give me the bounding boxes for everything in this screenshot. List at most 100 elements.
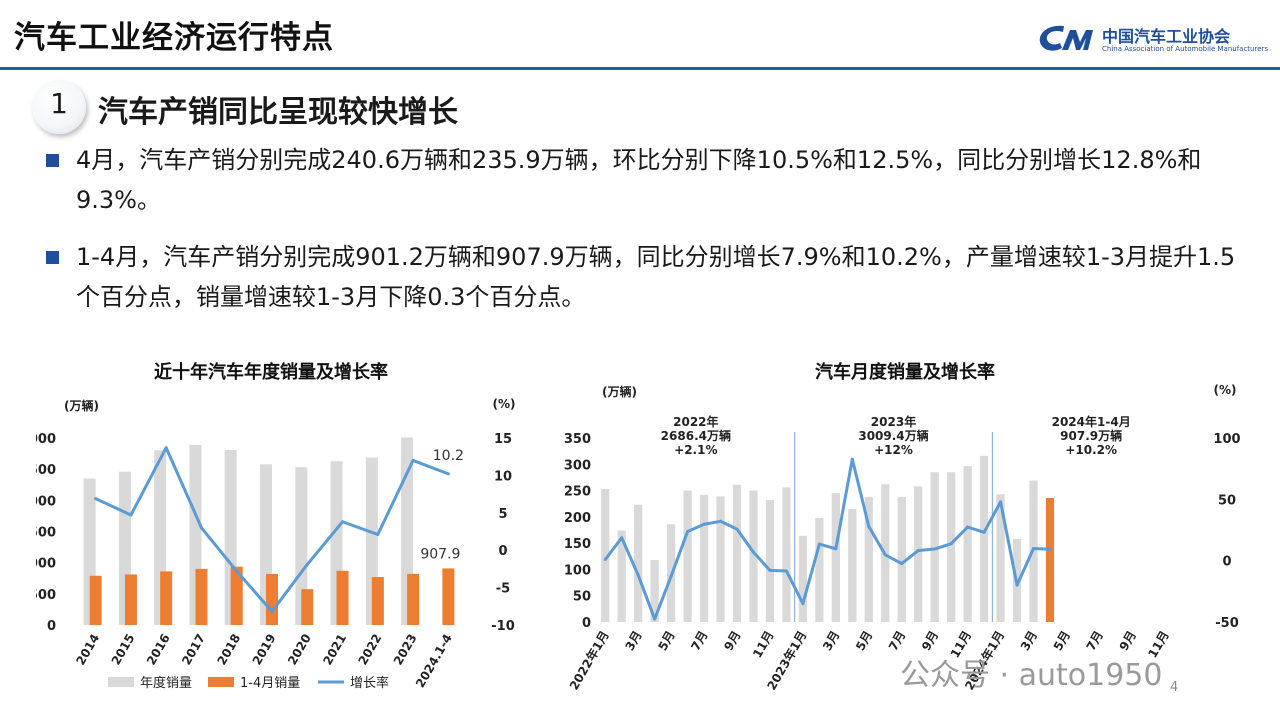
header-divider	[0, 67, 1280, 70]
section-number: 1	[50, 87, 68, 120]
monthly-sales-bar	[897, 496, 906, 622]
year-annotation-text: 2022年	[673, 414, 718, 429]
x-tick-label: 11月	[750, 629, 776, 661]
jan-apr-sales-bar	[266, 573, 278, 625]
jan-apr-sales-bar	[301, 589, 314, 625]
y-right-tick-label: -10	[491, 619, 515, 634]
monthly-growth-point	[883, 553, 887, 557]
monthly-growth-point	[999, 500, 1003, 504]
year-annotation-text: 2023年	[871, 414, 916, 429]
x-tick-label: 3月	[820, 629, 842, 654]
growth-rate-point	[94, 497, 98, 501]
monthly-sales-bar	[848, 508, 857, 622]
monthly-sales-bar	[634, 504, 643, 622]
monthly-growth-point	[653, 617, 657, 621]
chart-title: 近十年汽车年度销量及增长率	[154, 361, 388, 383]
monthly-growth-point	[719, 519, 723, 523]
page-number: 4	[1170, 680, 1179, 695]
legend-label: 增长率	[350, 675, 389, 691]
monthly-sales-bar	[947, 472, 956, 622]
y-left-tick-label: 200	[564, 511, 591, 526]
y-axis-right-label: (%)	[1214, 383, 1237, 397]
monthly-growth-point	[669, 574, 673, 578]
jan-apr-sales-bar	[89, 575, 102, 625]
year-annotation-text: 3009.4万辆	[858, 428, 928, 443]
chart-title: 汽车月度销量及增长率	[815, 361, 995, 383]
logo-text-en: China Association of Automobile Manufact…	[1102, 45, 1269, 53]
x-tick-label: 2017	[179, 632, 208, 668]
monthly-growth-point	[834, 547, 838, 551]
x-tick-label: 2015	[109, 632, 138, 668]
monthly-sales-bar	[683, 490, 692, 622]
y-left-tick-label: 2500	[36, 463, 56, 478]
x-tick-label: 5月	[655, 629, 677, 654]
bullet-item: 1-4月，汽车产销分别完成901.2万辆和907.9万辆，同比分别增长7.9%和…	[46, 237, 1256, 317]
year-annotation-text: 907.9万辆	[1060, 428, 1122, 443]
monthly-growth-point	[751, 550, 755, 554]
monthly-sales-bar	[699, 494, 709, 622]
legend-swatch-annual	[108, 677, 134, 687]
monthly-sales-bar	[1045, 497, 1055, 622]
monthly-sales-bar	[601, 488, 610, 622]
x-tick-label: 2021	[320, 632, 349, 668]
y-right-tick-label: 10	[494, 469, 512, 484]
monthly-sales-chart-svg: 汽车月度销量及增长率 (万辆) (%) 0 50 100 150 200 250 300 350 -5…	[564, 361, 1241, 692]
bullet-text: 4月，汽车产销分别完成240.6万辆和235.9万辆，环比分别下降10.5%和1…	[76, 146, 1202, 214]
x-tick-label: 2018	[214, 632, 243, 668]
y-left-tick-label: 0	[582, 616, 591, 631]
x-tick-label: 2020	[285, 632, 314, 668]
x-tick-label: 7月	[688, 629, 710, 654]
jan-apr-sales-bar	[442, 568, 455, 625]
jan-apr-sales-data-label: 907.9	[420, 546, 460, 562]
monthly-sales-chart: 汽车月度销量及增长率 (万辆) (%) 0 50 100 150 200 250 300 350 -5…	[555, 340, 1255, 710]
x-tick-label: 2022年1月	[566, 628, 612, 692]
bullet-item: 4月，汽车产销分别完成240.6万辆和235.9万辆，环比分别下降10.5%和1…	[46, 140, 1256, 220]
year-annotation-text: 2686.4万辆	[661, 428, 731, 443]
monthly-growth-point	[867, 524, 871, 528]
legend-swatch-jan-apr	[208, 677, 234, 687]
monthly-growth-point	[1015, 583, 1019, 587]
monthly-sales-bar	[930, 472, 939, 622]
monthly-growth-point	[916, 549, 920, 553]
growth-rate-point	[376, 532, 380, 536]
monthly-growth-point	[949, 542, 953, 546]
monthly-growth-point	[636, 573, 640, 577]
y-left-tick-label: 0	[47, 619, 56, 634]
y-axis-left-label: (万辆)	[64, 398, 99, 413]
growth-rate-point	[199, 526, 203, 530]
page-title: 汽车工业经济运行特点	[14, 20, 334, 56]
x-tick-label: 2019	[250, 632, 279, 668]
x-tick-label: 2016	[144, 632, 173, 668]
y-right-tick-label: 15	[494, 432, 512, 447]
y-left-tick-label: 500	[36, 588, 56, 603]
caam-logo-icon	[1039, 25, 1093, 51]
monthly-growth-point	[735, 527, 739, 531]
y-left-tick-label: 3000	[36, 432, 56, 447]
monthly-sales-bar	[914, 486, 923, 622]
monthly-sales-bar	[864, 496, 873, 622]
y-right-tick-label: 5	[498, 507, 507, 522]
y-left-tick-label: 300	[564, 458, 591, 473]
legend-label: 年度销量	[140, 675, 192, 691]
section-heading: 1 汽车产销同比呈现较快增长	[32, 80, 632, 134]
monthly-sales-bar	[650, 559, 659, 622]
monthly-growth-point	[702, 522, 706, 526]
y-right-tick-label: -5	[496, 582, 510, 597]
y-right-tick-label: 0	[498, 544, 507, 559]
growth-rate-point	[411, 458, 415, 462]
monthly-sales-bar	[732, 484, 742, 622]
y-left-tick-label: 350	[564, 432, 591, 447]
monthly-sales-bar	[749, 490, 758, 622]
legend-label: 1-4月销量	[240, 676, 300, 691]
monthly-growth-point	[768, 568, 772, 572]
caam-logo: 中国汽车工业协会 China Association of Automobile…	[1036, 22, 1276, 62]
x-tick-label: 9月	[721, 629, 743, 654]
y-right-tick-label: 50	[1218, 493, 1236, 508]
x-tick-label: 2022	[356, 632, 385, 668]
y-axis-right-label: (%)	[493, 397, 516, 411]
x-tick-label: 2014	[73, 632, 102, 668]
y-left-tick-label: 1500	[36, 526, 56, 541]
year-annotation-text: 2024年1-4月	[1052, 414, 1131, 429]
monthly-sales-bar	[798, 535, 808, 622]
bullet-text: 1-4月，汽车产销分别完成901.2万辆和907.9万辆，同比分别增长7.9%和…	[76, 243, 1236, 311]
